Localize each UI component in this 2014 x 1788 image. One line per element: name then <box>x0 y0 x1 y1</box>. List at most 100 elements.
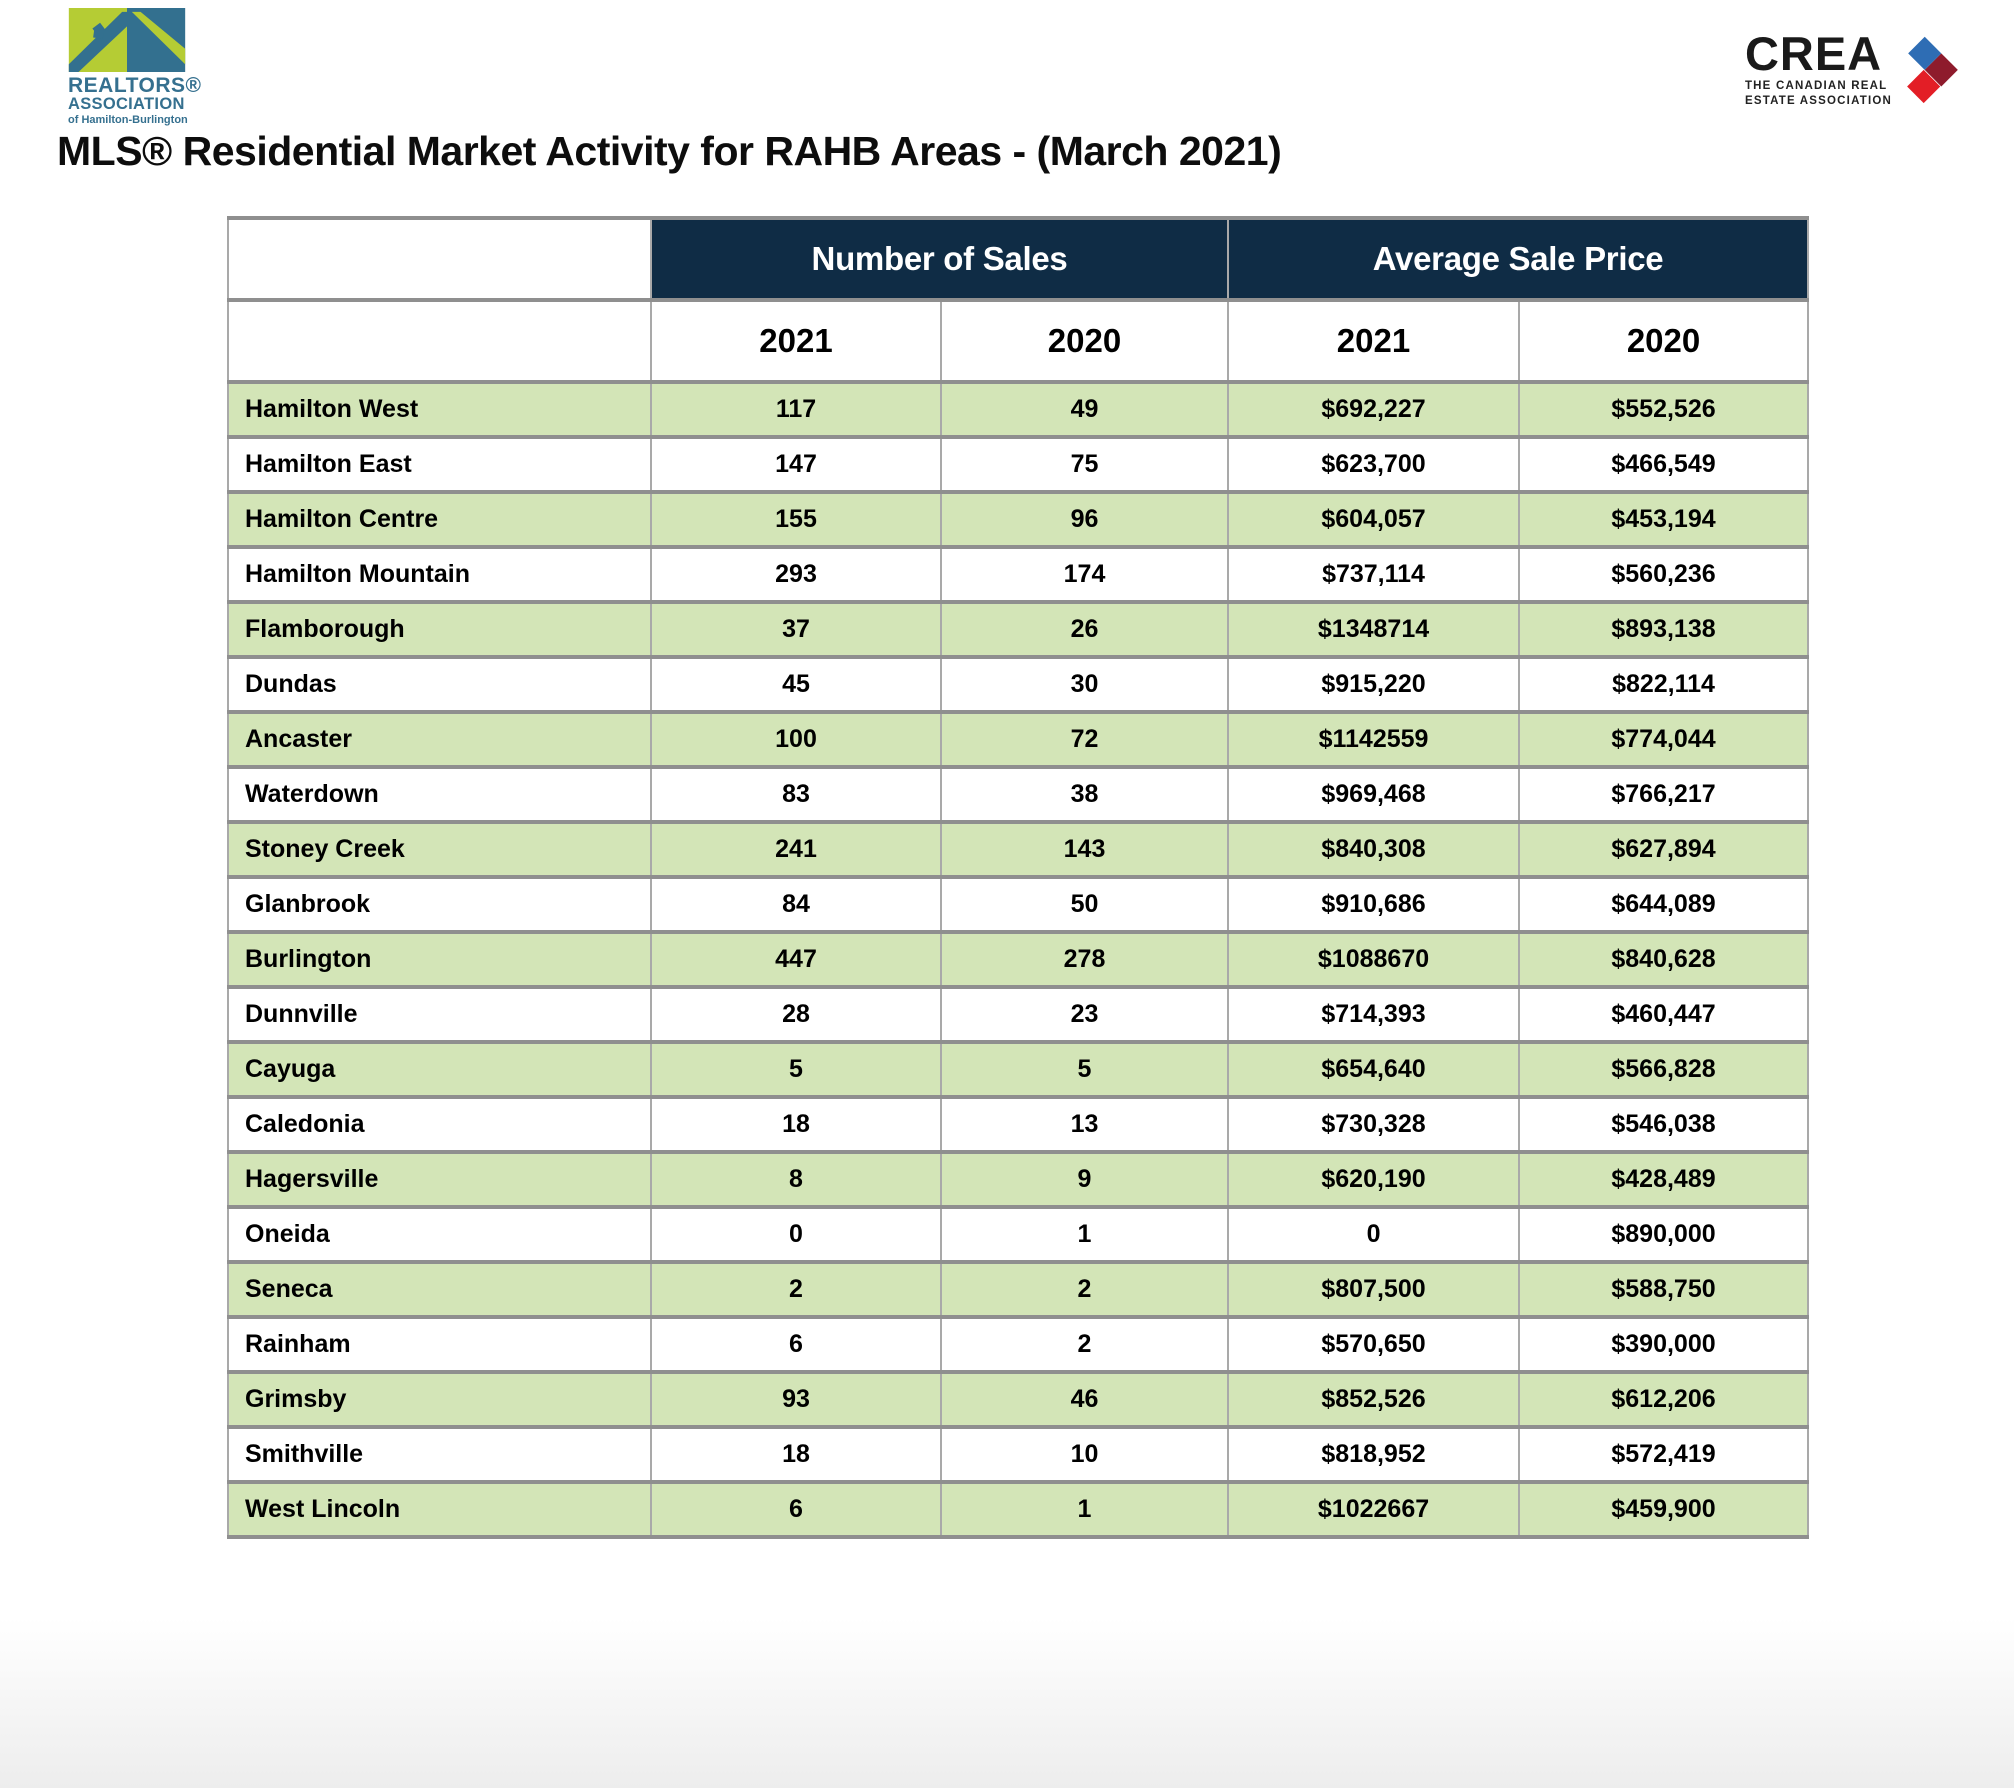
table-row: Caledonia 18 13 $730,328 $546,038 <box>227 1095 1810 1154</box>
area-cell: Waterdown <box>227 765 652 824</box>
price-2020-cell: $627,894 <box>1518 820 1810 879</box>
area-cell: Cayuga <box>227 1040 652 1099</box>
table-row: Cayuga 5 5 $654,640 $566,828 <box>227 1040 1810 1099</box>
group-header-average-sale-price: Average Sale Price <box>1227 216 1810 302</box>
sales-2020-cell: 75 <box>939 435 1230 494</box>
price-2021-cell: $714,393 <box>1227 985 1521 1044</box>
sales-2020-cell: 174 <box>939 545 1230 604</box>
sales-2021-cell: 84 <box>650 875 942 934</box>
sales-2020-cell: 10 <box>939 1425 1230 1484</box>
table-row: Dunnville 28 23 $714,393 $460,447 <box>227 985 1810 1044</box>
table-row: Hagersville 8 9 $620,190 $428,489 <box>227 1150 1810 1209</box>
crea-tagline-line1: THE CANADIAN REAL <box>1744 79 1888 92</box>
price-2021-cell: $692,227 <box>1227 380 1521 439</box>
sales-2020-cell: 49 <box>939 380 1230 439</box>
rahb-logo-text: REALTORS® ASSOCIATION of Hamilton-Burlin… <box>68 75 218 126</box>
sales-2020-cell: 278 <box>939 930 1230 989</box>
sales-2020-cell: 46 <box>939 1370 1230 1429</box>
price-2020-cell: $774,044 <box>1518 710 1810 769</box>
sales-2021-cell: 117 <box>650 380 942 439</box>
area-cell: Dundas <box>227 655 652 714</box>
table-row: Ancaster 100 72 $1142559 $774,044 <box>227 710 1810 769</box>
table-row: Oneida 0 1 0 $890,000 <box>227 1205 1810 1264</box>
price-2021-cell: $840,308 <box>1227 820 1521 879</box>
rahb-logo-line3: of Hamilton-Burlington <box>68 114 188 127</box>
price-2021-cell: $604,057 <box>1227 490 1521 549</box>
price-2021-cell: $915,220 <box>1227 655 1521 714</box>
market-activity-table: Number of Sales Average Sale Price 2021 … <box>227 216 1810 1539</box>
table-row: Hamilton Centre 155 96 $604,057 $453,194 <box>227 490 1810 549</box>
sales-2020-cell: 23 <box>939 985 1230 1044</box>
sales-2021-cell: 147 <box>650 435 942 494</box>
sales-2020-cell: 1 <box>939 1480 1230 1539</box>
sales-2020-cell: 5 <box>939 1040 1230 1099</box>
price-2020-cell: $893,138 <box>1518 600 1810 659</box>
rahb-logo: REALTORS® ASSOCIATION of Hamilton-Burlin… <box>68 8 218 126</box>
price-2020-cell: $552,526 <box>1518 380 1810 439</box>
price-2021-cell: $620,190 <box>1227 1150 1521 1209</box>
sales-2020-cell: 143 <box>939 820 1230 879</box>
price-2021-cell: $1348714 <box>1227 600 1521 659</box>
area-cell: Hamilton West <box>227 380 652 439</box>
rahb-roof-icon <box>68 8 186 72</box>
table-row: Hamilton East 147 75 $623,700 $466,549 <box>227 435 1810 494</box>
price-2020-cell: $840,628 <box>1518 930 1810 989</box>
price-2021-cell: 0 <box>1227 1205 1521 1264</box>
sales-2020-cell: 1 <box>939 1205 1230 1264</box>
table-row: Grimsby 93 46 $852,526 $612,206 <box>227 1370 1810 1429</box>
price-2020-cell: $644,089 <box>1518 875 1810 934</box>
corner-cell <box>227 216 652 302</box>
sales-2021-cell: 93 <box>650 1370 942 1429</box>
price-2021-cell: $969,468 <box>1227 765 1521 824</box>
price-2021-cell: $910,686 <box>1227 875 1521 934</box>
price-2021-cell: $1088670 <box>1227 930 1521 989</box>
price-2020-cell: $766,217 <box>1518 765 1810 824</box>
sales-2020-cell: 2 <box>939 1315 1230 1374</box>
table-row: West Lincoln 6 1 $1022667 $459,900 <box>227 1480 1810 1539</box>
sales-2021-cell: 6 <box>650 1480 942 1539</box>
table-row: Hamilton Mountain 293 174 $737,114 $560,236 <box>227 545 1810 604</box>
price-2020-cell: $588,750 <box>1518 1260 1810 1319</box>
price-2020-cell: $572,419 <box>1518 1425 1810 1484</box>
price-2021-cell: $730,328 <box>1227 1095 1521 1154</box>
sales-2021-cell: 5 <box>650 1040 942 1099</box>
page-title: MLS® Residential Market Activity for RAH… <box>57 128 1282 174</box>
crea-tagline-line2: ESTATE ASSOCIATION <box>1744 95 1892 108</box>
area-cell: Caledonia <box>227 1095 652 1154</box>
sales-2021-cell: 0 <box>650 1205 942 1264</box>
year-header-price-2020: 2020 <box>1518 298 1810 384</box>
price-2021-cell: $852,526 <box>1227 1370 1521 1429</box>
area-cell: Seneca <box>227 1260 652 1319</box>
year-header-sales-2020: 2020 <box>939 298 1230 384</box>
area-cell: Smithville <box>227 1425 652 1484</box>
area-cell: Hamilton Mountain <box>227 545 652 604</box>
area-cell: West Lincoln <box>227 1480 652 1539</box>
area-cell: Oneida <box>227 1205 652 1264</box>
area-cell: Flamborough <box>227 600 652 659</box>
price-2020-cell: $428,489 <box>1518 1150 1810 1209</box>
crea-logo-text: CREA THE CANADIAN REAL ESTATE ASSOCIATIO… <box>1744 27 1892 110</box>
area-cell: Ancaster <box>227 710 652 769</box>
crea-logo-name: CREA <box>1744 27 1883 80</box>
sales-2020-cell: 2 <box>939 1260 1230 1319</box>
table-row: Stoney Creek 241 143 $840,308 $627,894 <box>227 820 1810 879</box>
sales-2021-cell: 18 <box>650 1095 942 1154</box>
price-2020-cell: $460,447 <box>1518 985 1810 1044</box>
price-2021-cell: $737,114 <box>1227 545 1521 604</box>
price-2021-cell: $818,952 <box>1227 1425 1521 1484</box>
price-2020-cell: $453,194 <box>1518 490 1810 549</box>
rahb-logo-line1: REALTORS® <box>68 74 202 97</box>
price-2021-cell: $570,650 <box>1227 1315 1521 1374</box>
sales-2021-cell: 241 <box>650 820 942 879</box>
price-2020-cell: $612,206 <box>1518 1370 1810 1429</box>
area-cell: Grimsby <box>227 1370 652 1429</box>
year-header-price-2021: 2021 <box>1227 298 1521 384</box>
table-row: Glanbrook 84 50 $910,686 $644,089 <box>227 875 1810 934</box>
sales-2021-cell: 28 <box>650 985 942 1044</box>
sales-2020-cell: 26 <box>939 600 1230 659</box>
price-2020-cell: $890,000 <box>1518 1205 1810 1264</box>
price-2021-cell: $654,640 <box>1227 1040 1521 1099</box>
sales-2020-cell: 96 <box>939 490 1230 549</box>
sales-2020-cell: 13 <box>939 1095 1230 1154</box>
